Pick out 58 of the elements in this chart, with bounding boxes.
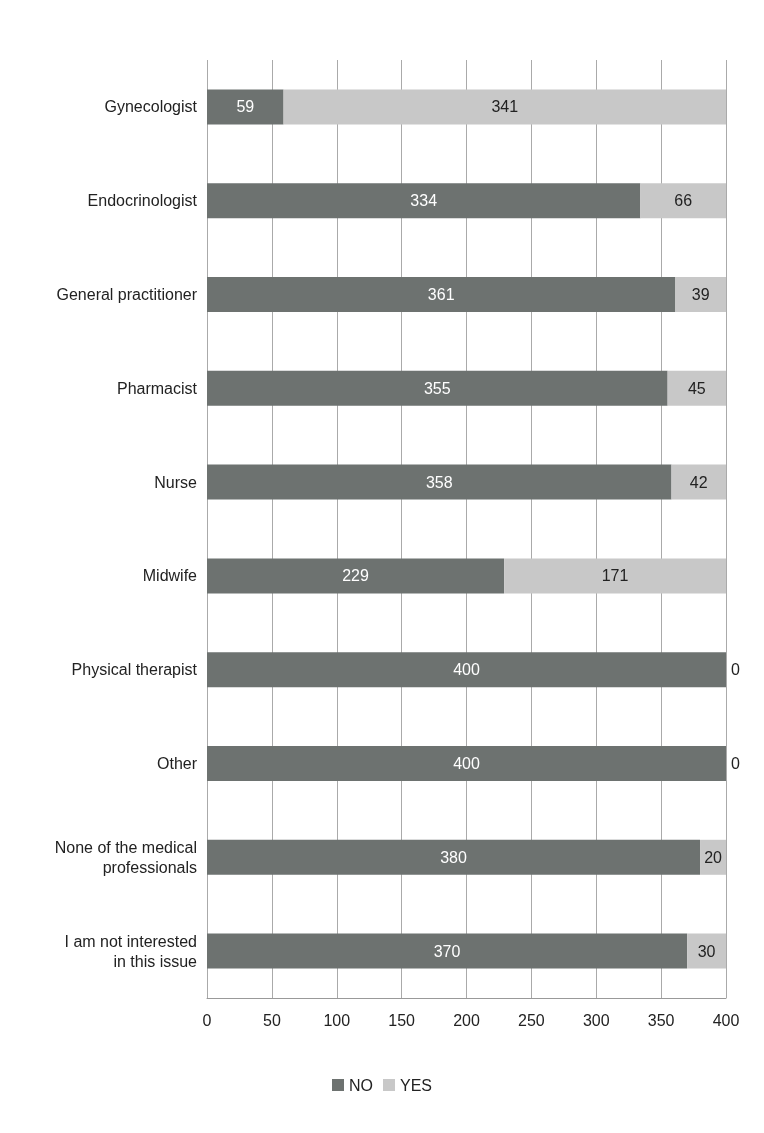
data-label: 400: [453, 755, 480, 772]
y-tick-label: Other: [156, 755, 198, 772]
data-label: 59: [236, 98, 255, 116]
data-label: 341: [491, 98, 519, 116]
bar: [504, 558, 726, 594]
bar: [675, 277, 726, 312]
bar: [207, 277, 676, 312]
bar: [207, 933, 688, 969]
y-tick-label: Midwife: [142, 567, 198, 585]
bar: [207, 746, 726, 781]
bar: [687, 933, 726, 969]
x-tick-label: 400: [712, 1011, 740, 1029]
data-label: 42: [689, 473, 708, 491]
bar: [207, 652, 726, 688]
data-label: 0: [731, 755, 740, 772]
bar: [283, 89, 726, 125]
data-label: 334: [410, 192, 438, 210]
x-tick-label: 0: [202, 1011, 212, 1029]
y-tick-label: Pharmacist: [116, 379, 198, 397]
bar: [207, 370, 668, 406]
bar: [207, 839, 701, 875]
data-label: 400: [453, 661, 480, 679]
x-tick-label: 200: [453, 1011, 480, 1029]
bar: [207, 558, 505, 594]
y-tick-label: I am not interested in this issue: [64, 932, 198, 970]
bar: [640, 183, 726, 219]
data-label: 45: [687, 379, 706, 397]
data-label: 39: [691, 286, 710, 303]
data-label: 66: [674, 192, 693, 210]
x-tick-label: 300: [582, 1011, 610, 1029]
y-tick-label: Gynecologist: [104, 98, 198, 116]
data-label: 171: [601, 567, 629, 585]
y-tick-label: Nurse: [154, 473, 198, 491]
legend-label: YES: [399, 1076, 433, 1094]
data-label: 361: [427, 286, 455, 303]
data-label: 370: [433, 942, 461, 960]
y-tick-label: None of the medical professionals: [54, 838, 197, 876]
bar: [667, 370, 726, 406]
x-tick-label: 250: [518, 1011, 545, 1029]
y-tick-label: Physical therapist: [71, 661, 198, 679]
legend-label: NO: [348, 1076, 373, 1094]
x-tick-label: 100: [323, 1011, 351, 1029]
data-label: 358: [425, 473, 453, 491]
data-label: 229: [342, 567, 370, 585]
bar: [671, 464, 726, 500]
data-label: 380: [440, 848, 467, 866]
x-tick-label: 50: [262, 1011, 281, 1029]
y-tick-label: Endocrinologist: [87, 192, 198, 210]
y-tick-label: General practitioner: [56, 286, 198, 303]
data-label: 0: [731, 661, 740, 679]
data-label: 30: [697, 942, 716, 960]
bar: [207, 89, 284, 125]
bar: [207, 464, 672, 500]
bar: [207, 183, 641, 219]
data-label: 20: [704, 848, 723, 866]
data-label: 355: [423, 379, 451, 397]
x-tick-label: 350: [647, 1011, 675, 1029]
x-tick-label: 150: [388, 1011, 416, 1029]
